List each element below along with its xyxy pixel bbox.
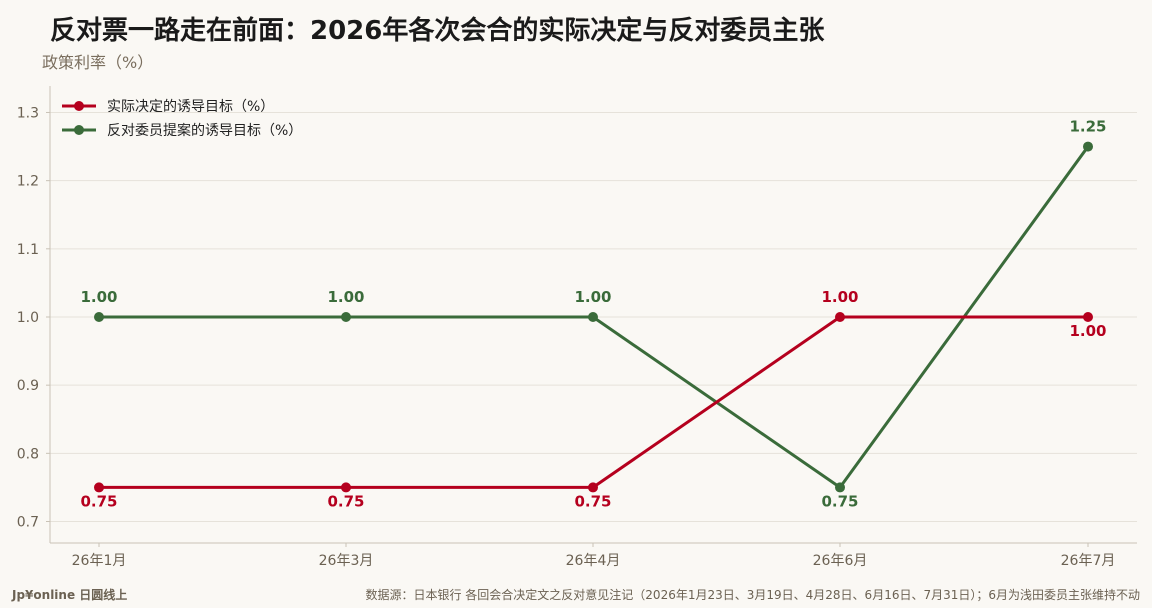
y-tick-label: 1.1	[17, 242, 39, 258]
y-tick-label: 0.7	[17, 515, 39, 531]
series-dissent: 1.00 1.00 1.00 0.75 1.25	[80, 118, 1106, 511]
x-tick-label: 26年3月	[319, 553, 374, 569]
data-point-dissent	[1083, 141, 1093, 152]
data-point-dissent	[835, 482, 845, 493]
data-point-actual	[835, 311, 845, 322]
source-note: 数据源：日本银行 各回会合决定文之反对意见注记（2026年1月23日、3月19日…	[365, 588, 1140, 602]
data-point-dissent	[588, 311, 598, 322]
y-tick-label: 1.3	[17, 105, 39, 121]
x-tick-label: 26年7月	[1061, 553, 1116, 569]
series-line-actual	[99, 315, 1088, 489]
y-tick-label: 0.8	[17, 446, 39, 462]
y-axis-label: 政策利率（%）	[42, 53, 154, 72]
data-label-actual: 1.00	[821, 288, 858, 306]
y-tick-label: 1.0	[17, 310, 39, 326]
x-tick-label: 26年6月	[813, 553, 868, 569]
data-label-dissent: 1.00	[574, 288, 611, 306]
x-tick-label: 26年4月	[566, 553, 621, 569]
data-label-dissent: 1.00	[80, 288, 117, 306]
legend-swatch-marker	[74, 125, 84, 135]
data-label-actual: 0.75	[574, 492, 611, 510]
data-label-dissent: 0.75	[821, 492, 858, 510]
legend-item-actual: 实际决定的诱导目标（%）	[62, 99, 274, 115]
data-point-actual	[341, 482, 351, 493]
data-label-actual: 0.75	[327, 492, 364, 510]
data-label-actual: 0.75	[80, 492, 117, 510]
data-label-dissent: 1.25	[1069, 118, 1106, 136]
data-label-dissent: 1.00	[327, 288, 364, 306]
legend-swatch-marker	[74, 101, 84, 111]
data-point-actual	[1083, 311, 1093, 322]
legend: 实际决定的诱导目标（%） 反对委员提案的诱导目标（%）	[62, 99, 302, 139]
series-actual: 0.75 0.75 0.75 1.00 1.00	[80, 288, 1106, 510]
y-tick-label: 1.2	[17, 174, 39, 190]
data-point-dissent	[341, 311, 351, 322]
chart-title: 反对票一路走在前面：2026年各次会合的实际决定与反对委员主张	[50, 16, 825, 46]
x-tick-label: 26年1月	[72, 553, 127, 569]
series-layer: 1.00 1.00 1.00 0.75 1.25 0.75 0.75 0.75 1.00 1.00	[80, 118, 1106, 511]
y-tick-label: 0.9	[17, 378, 39, 394]
legend-label: 实际决定的诱导目标（%）	[107, 99, 274, 115]
data-point-actual	[588, 482, 598, 493]
data-point-actual	[94, 482, 104, 493]
axis-layer: 0.7 0.8 0.9 1.0 1.1 1.2 1.3 26年1月 26年3月 26年4月 26年6…	[17, 86, 1137, 569]
brand-label: Jp¥online 日圆线上	[12, 588, 128, 602]
legend-item-dissent: 反对委员提案的诱导目标（%）	[62, 122, 302, 139]
data-label-actual: 1.00	[1069, 322, 1106, 340]
data-point-dissent	[94, 311, 104, 322]
legend-label: 反对委员提案的诱导目标（%）	[107, 122, 302, 139]
